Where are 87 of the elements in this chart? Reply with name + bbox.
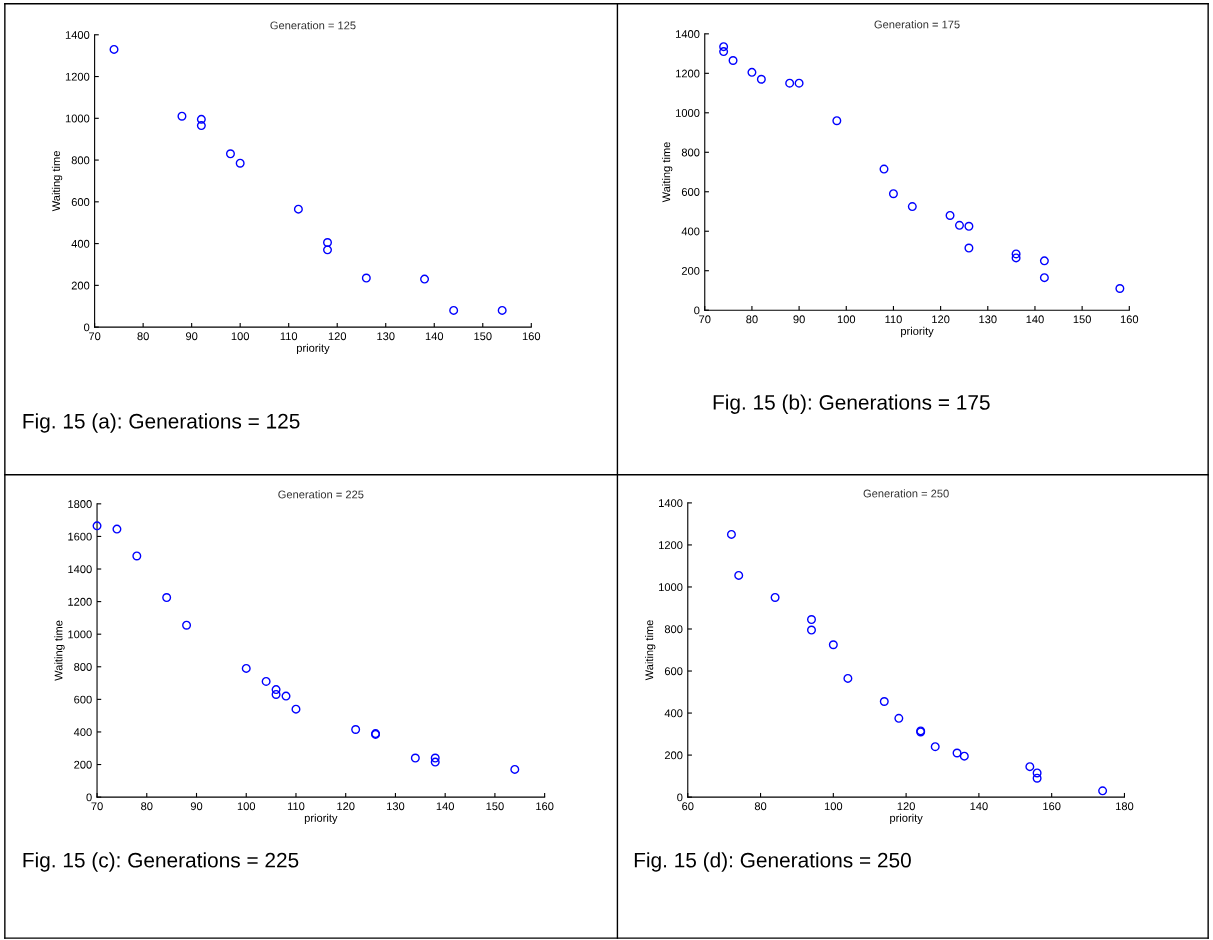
y-tick-label: 200 bbox=[664, 751, 683, 760]
x-tick-label: 160 bbox=[1043, 802, 1061, 811]
x-tick-label: 120 bbox=[328, 332, 347, 341]
y-tick-label: 1800 bbox=[68, 500, 92, 508]
x-tick-label: 90 bbox=[793, 315, 805, 324]
x-tick-label: 70 bbox=[91, 802, 103, 811]
x-tick-label: 150 bbox=[486, 802, 504, 811]
x-axis-title: priority bbox=[890, 813, 923, 825]
x-tick-label: 140 bbox=[425, 332, 444, 341]
y-tick-label: 0 bbox=[694, 306, 700, 315]
y-tick-label: 600 bbox=[664, 667, 683, 676]
y-tick-label: 1200 bbox=[65, 72, 90, 81]
x-tick-label: 110 bbox=[280, 332, 298, 341]
y-axis-title: Waiting time bbox=[645, 620, 656, 681]
x-tick-label: 80 bbox=[746, 315, 758, 324]
x-axis-title: priority bbox=[297, 343, 330, 355]
x-tick-label: 80 bbox=[137, 332, 149, 341]
y-tick-label: 400 bbox=[681, 227, 700, 236]
x-tick-label: 90 bbox=[186, 332, 198, 341]
y-tick-label: 1000 bbox=[68, 630, 92, 639]
y-axis-title: Waiting time bbox=[54, 620, 65, 681]
y-tick-label: 0 bbox=[86, 793, 92, 802]
x-tick-label: 160 bbox=[1120, 315, 1139, 324]
y-tick-label: 0 bbox=[677, 793, 683, 802]
y-tick-label: 800 bbox=[74, 663, 92, 671]
y-tick-label: 1000 bbox=[65, 114, 90, 123]
chart-title: Generation = 225 bbox=[278, 490, 364, 499]
x-tick-label: 80 bbox=[754, 802, 767, 811]
y-tick-label: 200 bbox=[681, 266, 700, 275]
y-tick-label: 1000 bbox=[659, 583, 683, 592]
y-tick-label: 800 bbox=[664, 625, 683, 634]
x-tick-label: 140 bbox=[436, 802, 455, 811]
x-tick-label: 160 bbox=[522, 332, 541, 341]
y-tick-label: 400 bbox=[71, 239, 90, 248]
caption: Fig. 15 (b): Generations = 175 bbox=[713, 394, 990, 414]
y-tick-label: 1200 bbox=[68, 597, 92, 606]
y-tick-label: 1200 bbox=[659, 541, 683, 550]
x-tick-label: 110 bbox=[885, 315, 902, 324]
y-tick-label: 1400 bbox=[68, 565, 92, 574]
x-axis-title: priority bbox=[901, 326, 934, 338]
chart-title: Generation = 125 bbox=[270, 21, 356, 30]
x-tick-label: 120 bbox=[337, 802, 355, 811]
x-tick-label: 70 bbox=[699, 315, 711, 324]
y-tick-label: 400 bbox=[73, 728, 92, 737]
x-tick-label: 120 bbox=[932, 315, 950, 324]
x-tick-label: 130 bbox=[377, 332, 395, 341]
y-tick-label: 600 bbox=[74, 695, 92, 704]
x-tick-label: 70 bbox=[89, 332, 101, 341]
chart-title: Generation = 250 bbox=[863, 489, 949, 498]
x-tick-label: 100 bbox=[837, 315, 856, 324]
x-tick-label: 110 bbox=[287, 802, 305, 811]
y-tick-label: 0 bbox=[84, 323, 90, 332]
y-tick-label: 800 bbox=[71, 156, 90, 165]
x-tick-label: 150 bbox=[474, 332, 492, 341]
y-tick-label: 1400 bbox=[659, 499, 683, 508]
caption: Fig. 15 (d): Generations = 250 bbox=[634, 852, 911, 872]
x-tick-label: 60 bbox=[682, 802, 694, 811]
y-tick-label: 800 bbox=[681, 148, 700, 157]
x-tick-label: 80 bbox=[141, 802, 153, 811]
x-tick-label: 90 bbox=[190, 802, 203, 811]
y-axis-title: Waiting time bbox=[51, 151, 63, 212]
y-tick-label: 1600 bbox=[68, 532, 92, 541]
y-tick-label: 600 bbox=[681, 188, 700, 196]
y-tick-label: 200 bbox=[71, 281, 90, 290]
x-axis-title: priority bbox=[304, 813, 338, 825]
x-tick-label: 150 bbox=[1073, 315, 1091, 324]
y-tick-label: 600 bbox=[71, 198, 90, 206]
y-tick-label: 1400 bbox=[676, 30, 700, 38]
caption: Fig. 15 (a): Generations = 125 bbox=[23, 413, 300, 433]
x-tick-label: 120 bbox=[897, 802, 915, 811]
chart-title: Generation = 175 bbox=[874, 20, 960, 29]
x-tick-label: 100 bbox=[237, 802, 256, 811]
x-tick-label: 160 bbox=[536, 802, 554, 811]
y-tick-label: 1000 bbox=[676, 109, 700, 117]
x-tick-label: 180 bbox=[1116, 802, 1134, 811]
x-tick-label: 130 bbox=[387, 802, 405, 811]
y-axis-title: Waiting time bbox=[662, 142, 673, 203]
x-tick-label: 100 bbox=[231, 332, 250, 341]
x-tick-label: 140 bbox=[1026, 315, 1044, 324]
x-tick-label: 100 bbox=[824, 802, 843, 811]
x-tick-label: 140 bbox=[970, 802, 988, 811]
y-tick-label: 400 bbox=[664, 709, 683, 718]
x-tick-label: 130 bbox=[979, 315, 997, 324]
y-tick-label: 200 bbox=[74, 760, 92, 769]
y-tick-label: 1400 bbox=[65, 31, 90, 39]
caption: Fig. 15 (c): Generations = 225 bbox=[23, 852, 299, 872]
y-tick-label: 1200 bbox=[676, 69, 700, 78]
